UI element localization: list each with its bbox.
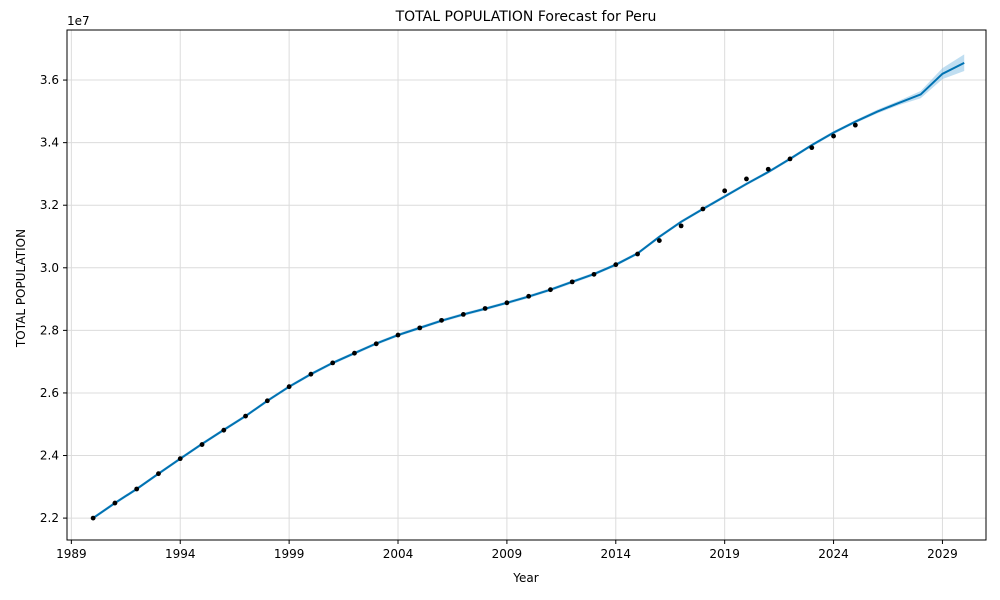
observed-point xyxy=(482,306,488,311)
x-axis: 1989 1994 1999 2004 2009 2014 2019 2024 2029 xyxy=(56,540,958,561)
observed-point xyxy=(744,176,749,182)
observed-point xyxy=(90,515,96,521)
observed-point xyxy=(656,238,662,243)
observed-point xyxy=(700,206,706,212)
x-axis-label: Year xyxy=(512,571,538,585)
x-tick-label: 2004 xyxy=(383,547,414,561)
observed-point xyxy=(460,312,466,317)
observed-point xyxy=(548,287,553,293)
grid xyxy=(67,30,986,540)
observed-point xyxy=(352,350,357,356)
observed-point xyxy=(787,156,793,162)
observed-point xyxy=(613,262,619,268)
observed-point xyxy=(134,486,140,492)
observed-point xyxy=(112,500,118,506)
y-tick-label: 3.6 xyxy=(40,73,59,87)
chart-title: TOTAL POPULATION Forecast for Peru xyxy=(395,9,657,25)
y-tick-label: 2.2 xyxy=(40,511,59,525)
observed-point xyxy=(831,133,836,139)
observed-point xyxy=(591,271,597,277)
y-tick-label: 3.4 xyxy=(40,136,59,150)
observed-point xyxy=(569,279,575,285)
y-tick-label: 2.8 xyxy=(40,323,59,337)
observed-point xyxy=(264,398,270,404)
observed-point xyxy=(199,442,205,447)
observed-point xyxy=(156,471,161,477)
observed-point xyxy=(809,145,815,151)
observed-point xyxy=(635,251,640,257)
y-tick-label: 3.0 xyxy=(40,261,59,275)
x-tick-label: 1989 xyxy=(56,547,87,561)
observed-point xyxy=(308,371,314,377)
x-tick-label: 2014 xyxy=(601,547,632,561)
observed-point xyxy=(373,341,379,347)
x-tick-label: 2024 xyxy=(818,547,849,561)
y-offset-label: 1e7 xyxy=(67,14,90,28)
y-tick-label: 2.4 xyxy=(40,449,59,463)
observed-point xyxy=(678,223,684,229)
observed-point xyxy=(504,300,510,306)
observed-point xyxy=(526,293,532,299)
observed-point xyxy=(286,384,292,390)
observed-point xyxy=(395,332,401,338)
x-tick-label: 2009 xyxy=(492,547,523,561)
y-axis: 2.2 2.4 2.6 2.8 3.0 3.2 3.4 3.6 xyxy=(40,73,67,525)
x-tick-label: 2019 xyxy=(709,547,740,561)
y-tick-label: 2.6 xyxy=(40,386,59,400)
observed-point xyxy=(243,413,248,419)
observed-point xyxy=(765,166,771,172)
y-axis-label: TOTAL POPULATION xyxy=(14,229,28,348)
observed-point xyxy=(330,360,336,366)
observed-point xyxy=(417,325,423,331)
observed-point xyxy=(177,456,183,462)
y-tick-label: 3.2 xyxy=(40,198,59,212)
observed-point xyxy=(852,122,858,128)
x-tick-label: 2029 xyxy=(927,547,958,561)
x-tick-label: 1999 xyxy=(274,547,305,561)
observed-points xyxy=(90,122,858,521)
plot-frame xyxy=(66,29,987,541)
observed-point xyxy=(722,188,728,194)
observed-point xyxy=(439,317,444,323)
x-tick-label: 1994 xyxy=(165,547,196,561)
observed-point xyxy=(221,427,227,433)
